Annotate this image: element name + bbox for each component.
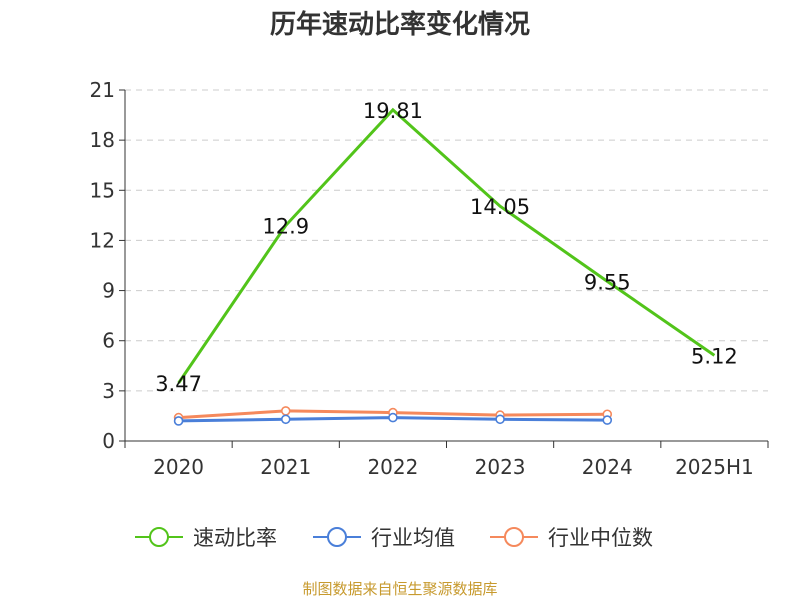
data-point <box>280 406 291 416</box>
x-tick-label: 2022 <box>367 455 418 479</box>
legend-label: 速动比率 <box>193 526 277 550</box>
data-point <box>602 415 613 425</box>
legend-marker <box>327 527 347 547</box>
y-tick-label: 0 <box>102 429 115 453</box>
y-tick-label: 12 <box>90 228 115 252</box>
x-tick-label: 2023 <box>475 455 526 479</box>
data-point <box>495 414 505 425</box>
y-tick-label: 6 <box>102 329 115 353</box>
y-tick-label: 3 <box>102 379 115 403</box>
legend-label: 行业中位数 <box>548 526 653 550</box>
x-tick-label: 2021 <box>260 455 311 479</box>
data-label: 14.05 <box>470 195 530 219</box>
x-tick-label: 2025H1 <box>675 455 754 479</box>
legend-marker <box>149 527 169 547</box>
y-tick-label: 9 <box>102 279 115 303</box>
y-tick-label: 18 <box>90 128 115 152</box>
data-point <box>173 416 184 426</box>
y-tick-label: 21 <box>90 78 115 102</box>
y-tick-label: 15 <box>90 178 115 202</box>
legend-label: 行业均值 <box>371 526 455 550</box>
data-label: 5.12 <box>691 344 738 368</box>
x-tick-label: 2024 <box>582 455 633 479</box>
source-note: 制图数据来自恒生聚源数据库 <box>302 580 498 598</box>
data-label: 19.81 <box>363 99 423 123</box>
x-tick-label: 2020 <box>153 455 204 479</box>
data-label: 12.9 <box>262 214 309 238</box>
data-label: 3.47 <box>155 372 202 396</box>
legend-marker <box>504 527 524 547</box>
series-line <box>177 107 716 384</box>
data-point <box>388 412 398 423</box>
data-point <box>280 414 291 425</box>
data-label: 9.55 <box>584 270 631 294</box>
chart-title: 历年速动比率变化情况 <box>269 10 530 40</box>
